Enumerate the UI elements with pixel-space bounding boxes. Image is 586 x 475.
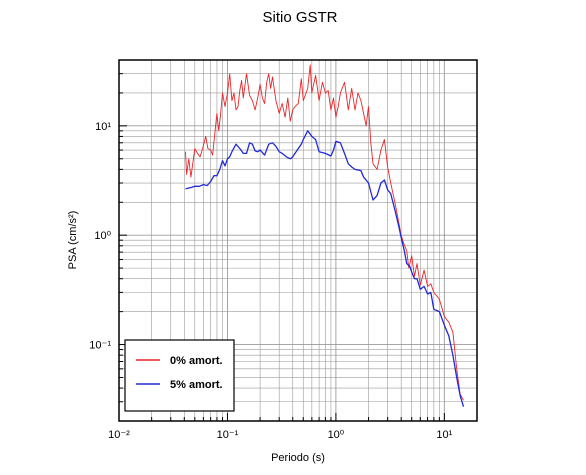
series-line-1 — [185, 130, 465, 407]
y-tick-label: 10⁰ — [94, 230, 111, 242]
tick-labels: 10⁻² 10⁻¹ 10⁰ 10¹ 10⁻¹ 10⁰ 10¹ — [89, 121, 452, 441]
chart-title: Sitio GSTR — [262, 9, 337, 26]
x-axis-label: Periodo (s) — [271, 452, 325, 464]
x-tick-label: 10⁻¹ — [217, 429, 239, 441]
x-tick-label: 10¹ — [436, 429, 452, 441]
y-axis-label: PSA (cm/s²) — [67, 211, 79, 270]
series-line-0 — [185, 64, 464, 401]
x-tick-label: 10⁻² — [108, 429, 130, 441]
legend: 0% amort. 5% amort. — [124, 339, 235, 412]
legend-label-1: 5% amort. — [170, 379, 223, 391]
series-layer — [185, 64, 465, 407]
y-tick-label: 10⁻¹ — [89, 340, 111, 352]
y-tick-label: 10¹ — [95, 121, 111, 133]
x-tick-label: 10⁰ — [328, 429, 345, 441]
legend-label-0: 0% amort. — [170, 355, 223, 367]
legend-box — [124, 339, 235, 412]
plot-frame — [118, 59, 478, 422]
